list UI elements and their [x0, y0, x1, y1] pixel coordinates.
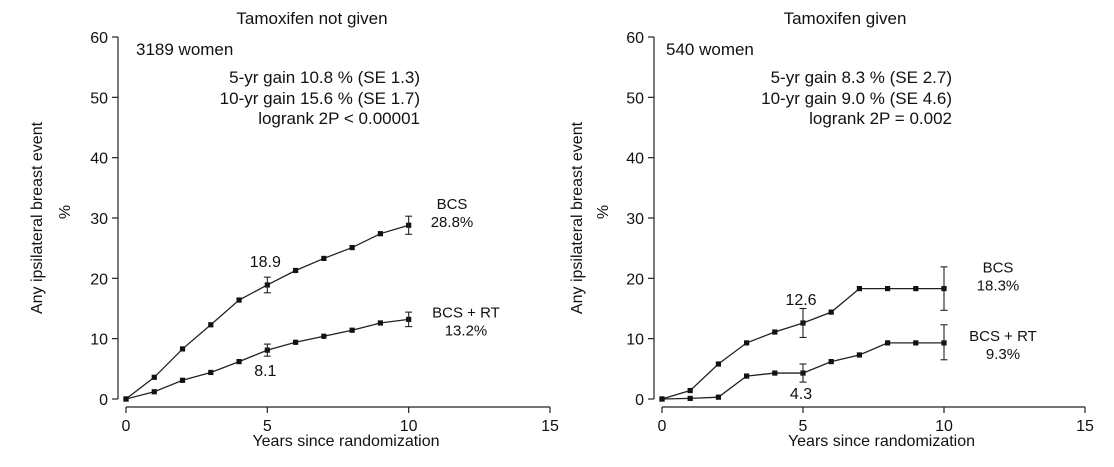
data-label: 18.9 — [250, 254, 281, 271]
data-point — [687, 395, 693, 401]
data-point — [349, 244, 355, 251]
data-point — [349, 327, 355, 333]
data-point — [659, 396, 665, 402]
logrank-test: logrank 2P < 0.00001 — [258, 109, 420, 128]
x-tick-label: 5 — [799, 418, 808, 435]
series-bcs-rt: 4.3 BCS + RT9.3% — [659, 324, 1037, 403]
data-point — [236, 358, 242, 365]
y-tick-label: 50 — [626, 90, 644, 107]
y-tick-label: 50 — [90, 90, 108, 107]
data-point — [151, 374, 157, 380]
data-point — [179, 377, 186, 383]
series-line — [125, 318, 409, 400]
five-year-gain: 5-yr gain 10.8 % (SE 1.3) — [229, 68, 420, 87]
data-point — [772, 370, 778, 376]
x-tick-label: 10 — [935, 418, 953, 435]
data-point — [715, 361, 721, 367]
y-tick-label: 0 — [635, 392, 644, 409]
data-point — [208, 322, 214, 328]
data-point — [377, 231, 383, 237]
y-tick-label: 40 — [626, 151, 644, 168]
data-point — [321, 333, 327, 339]
data-point — [123, 396, 129, 402]
y-tick-label: 60 — [90, 30, 108, 47]
y-tick-label: 10 — [626, 332, 644, 349]
series-name-label: BCS + RT — [969, 328, 1037, 345]
y-tick-label: 20 — [626, 271, 644, 288]
y-axis-label: Any ipsilateral breast event — [29, 121, 46, 314]
y-axis-unit: % — [57, 205, 74, 219]
ten-year-gain: 10-yr gain 15.6 % (SE 1.7) — [220, 89, 420, 108]
y-tick-label: 0 — [99, 392, 108, 409]
data-point — [715, 394, 721, 400]
chart-title: Tamoxifen not given — [236, 9, 387, 28]
series-name-label: BCS — [437, 196, 468, 213]
data-point — [293, 267, 299, 274]
chart-title: Tamoxifen given — [784, 9, 907, 28]
y-tick-label: 40 — [90, 151, 108, 168]
data-point — [856, 352, 862, 358]
five-year-gain: 5-yr gain 8.3 % (SE 2.7) — [771, 68, 952, 87]
data-label: 12.6 — [785, 292, 816, 309]
data-point — [208, 369, 214, 376]
y-axis-unit: % — [595, 205, 612, 219]
data-point — [913, 285, 919, 292]
chart-panel-1: Tamoxifen not given 0 10 20 30 40 50 60 0 5 10 15 Ye… — [29, 9, 559, 450]
data-point — [913, 340, 919, 346]
data-point — [687, 387, 693, 394]
series-name-label: BCS + RT — [432, 304, 500, 321]
data-point — [828, 309, 834, 315]
series-end-value-label: 28.8% — [431, 214, 474, 231]
x-tick-label: 0 — [658, 418, 667, 435]
data-point — [772, 329, 778, 335]
x-tick-label: 5 — [263, 418, 272, 435]
data-label: 4.3 — [790, 386, 812, 403]
x-axis-label: Years since randomization — [252, 433, 439, 450]
y-axis-label: Any ipsilateral breast event — [569, 121, 586, 314]
y-tick-label: 10 — [90, 332, 108, 349]
y-tick-label: 30 — [626, 211, 644, 228]
chart-panel-2: Tamoxifen given 0 10 20 30 40 50 60 0 5 10 15 Years … — [569, 9, 1094, 450]
data-point — [744, 340, 750, 346]
data-point — [293, 339, 299, 345]
y-tick-label: 60 — [626, 30, 644, 47]
y-tick-label: 30 — [90, 211, 108, 228]
data-point — [828, 358, 834, 365]
x-axis-label: Years since randomization — [788, 433, 975, 450]
x-tick-label: 15 — [1076, 418, 1094, 435]
data-point — [885, 285, 891, 292]
data-point — [744, 373, 750, 379]
data-point — [151, 389, 157, 395]
series-end-value-label: 9.3% — [986, 346, 1020, 363]
data-point — [179, 346, 186, 352]
data-point — [885, 340, 891, 346]
x-tick-label: 0 — [122, 418, 131, 435]
data-point — [236, 297, 242, 303]
women-count: 3189 women — [136, 40, 233, 59]
data-point — [321, 255, 327, 262]
data-label: 8.1 — [254, 363, 276, 380]
x-tick-label: 15 — [541, 418, 559, 435]
data-point — [856, 285, 862, 292]
data-point — [377, 320, 383, 326]
y-tick-label: 20 — [90, 271, 108, 288]
ten-year-gain: 10-yr gain 9.0 % (SE 4.6) — [761, 89, 952, 108]
series-name-label: BCS — [983, 260, 1014, 277]
series-end-value-label: 18.3% — [977, 278, 1020, 295]
logrank-test: logrank 2P = 0.002 — [809, 109, 952, 128]
series-end-value-label: 13.2% — [445, 322, 488, 339]
women-count: 540 women — [666, 40, 754, 59]
x-tick-label: 10 — [400, 418, 418, 435]
